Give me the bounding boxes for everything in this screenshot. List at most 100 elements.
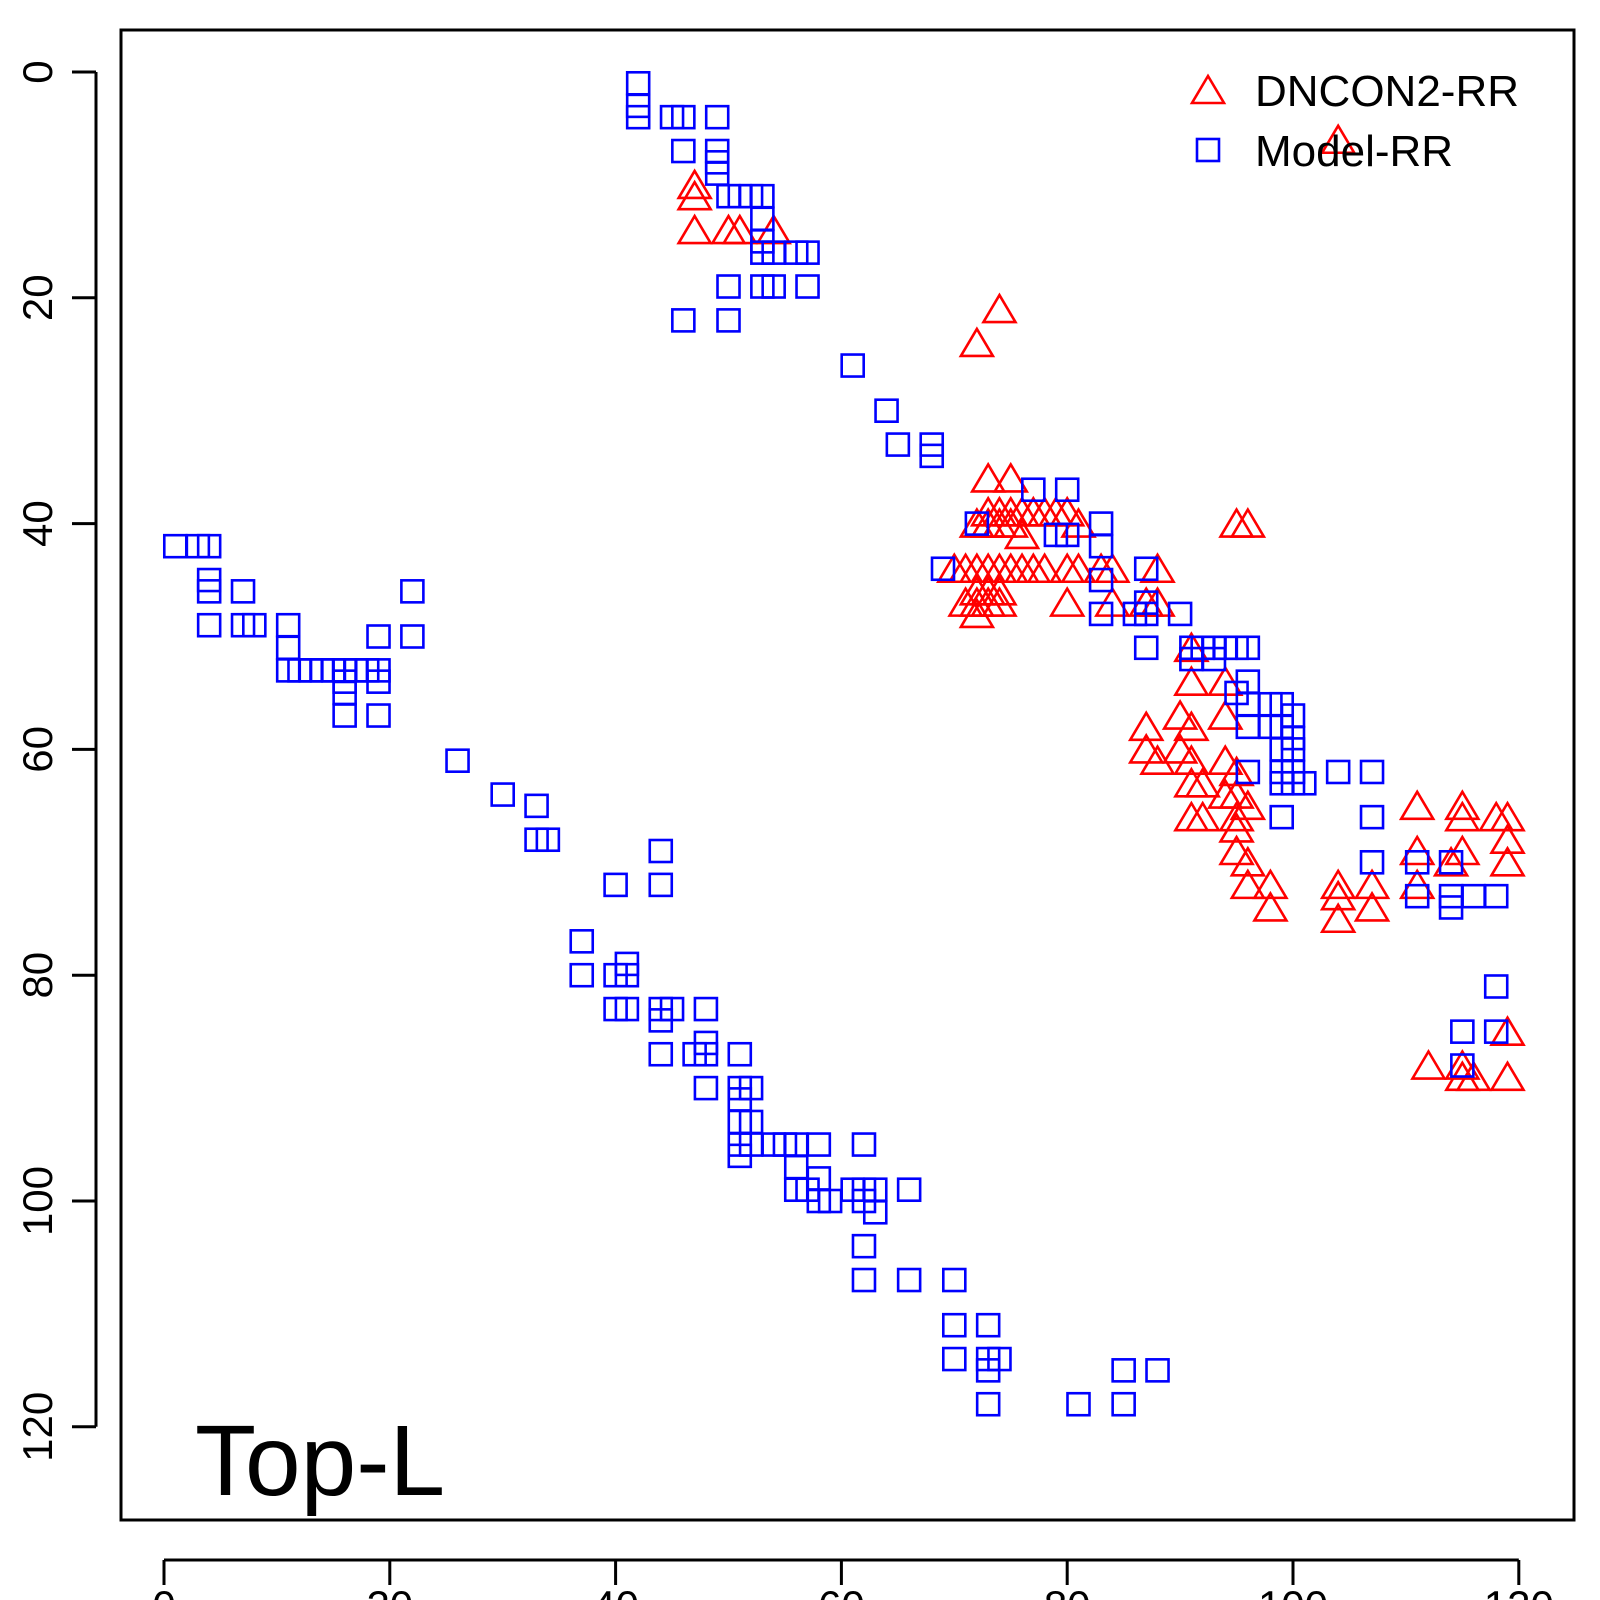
square-point [569, 962, 595, 988]
square-point [603, 872, 628, 898]
square-point [1235, 635, 1261, 661]
triangle-point [1206, 698, 1244, 730]
square-point [851, 1233, 877, 1259]
triangle-point [958, 326, 996, 358]
square-point [490, 782, 516, 807]
square-point [975, 1312, 1001, 1338]
legend: DNCON2-RR Model-RR [1189, 67, 1519, 176]
axes: 0 20 40 60 80 100 120 0 20 40 60 80 100 120 [14, 60, 1554, 1600]
square-point [648, 1041, 674, 1067]
square-point [1133, 556, 1159, 582]
square-point [366, 624, 391, 649]
square-point [1167, 601, 1193, 627]
triangle-point [1048, 586, 1086, 617]
square-point [896, 1267, 922, 1293]
square-point [1359, 849, 1385, 875]
square-point [975, 1391, 1001, 1417]
triangle-point [992, 461, 1030, 493]
y-tick-label: 80 [14, 952, 61, 999]
triangle-point [676, 168, 713, 200]
y-tick-label: 0 [14, 60, 61, 83]
triangle-point [1444, 789, 1481, 821]
triangle-point [958, 597, 996, 629]
square-point [535, 827, 561, 853]
triangle-point [1229, 789, 1267, 821]
square-point [162, 533, 188, 559]
y-tick-label: 60 [14, 726, 61, 773]
triangle-point [1060, 552, 1097, 584]
square-point [275, 612, 301, 638]
square-point [806, 1132, 832, 1157]
triangle-point [1139, 552, 1176, 584]
square-point [230, 579, 256, 604]
square-point [614, 996, 640, 1022]
triangle-point [1218, 755, 1255, 787]
triangle-point [1229, 507, 1267, 538]
triangle-point [1026, 552, 1063, 584]
triangle-point [981, 574, 1018, 606]
square-point [975, 1358, 1001, 1383]
triangle-point [1410, 1048, 1447, 1080]
square-point [648, 872, 674, 898]
triangle-point [1319, 902, 1357, 934]
square-point [671, 308, 696, 333]
y-tick-label: 20 [14, 274, 61, 321]
square-point [1111, 1358, 1136, 1383]
x-tick-label: 20 [366, 1582, 413, 1600]
triangle-point [1184, 800, 1221, 832]
square-point [625, 104, 651, 130]
square-point [524, 793, 549, 819]
square-point [783, 1154, 809, 1180]
square-point [941, 1312, 967, 1338]
triangle-point [1444, 800, 1481, 832]
legend-label: DNCON2-RR [1255, 67, 1519, 116]
square-point [671, 138, 696, 164]
triangle-point [1489, 845, 1526, 877]
square-point [1088, 601, 1114, 627]
triangle-point [1229, 845, 1267, 877]
square-point [242, 612, 267, 638]
square-point [1145, 1358, 1170, 1383]
square-point [693, 996, 719, 1022]
triangle-point [1353, 868, 1391, 900]
square-point [941, 1346, 967, 1372]
square-point [196, 579, 222, 604]
series-dncon2-rr [676, 123, 1526, 1092]
triangle-point [1252, 890, 1289, 922]
triangle-point [1319, 123, 1357, 155]
square-point [671, 104, 696, 130]
square-point [1438, 849, 1464, 875]
square-point [1133, 635, 1159, 661]
square-point [704, 104, 730, 130]
square-point [1054, 522, 1080, 548]
triangle-point [1252, 868, 1289, 900]
triangle-point [1218, 834, 1255, 866]
triangle-point [1161, 732, 1199, 764]
square-point [750, 206, 775, 232]
legend-square-marker [1195, 137, 1221, 163]
triangle-point [1444, 1048, 1481, 1080]
square-point [885, 432, 911, 457]
square-point [941, 1267, 967, 1293]
square-point [964, 511, 990, 536]
square-point [693, 1041, 719, 1067]
square-point [1404, 849, 1430, 875]
y-tick-label: 120 [14, 1392, 61, 1462]
triangle-point [1127, 710, 1165, 742]
triangle-point [1173, 744, 1210, 775]
square-point [1088, 567, 1114, 593]
triangle-point [1161, 698, 1199, 730]
triangle-point [1184, 766, 1221, 798]
square-point [1133, 601, 1159, 627]
square-point [851, 1267, 877, 1293]
square-point [332, 703, 357, 728]
square-point [874, 398, 899, 424]
square-point [1291, 770, 1317, 796]
x-tick-label: 0 [152, 1582, 175, 1600]
triangle-point [1015, 552, 1052, 584]
square-point [1404, 883, 1430, 909]
triangle-point [1489, 1015, 1526, 1046]
square-point [1088, 533, 1114, 559]
triangle-point [676, 213, 713, 245]
